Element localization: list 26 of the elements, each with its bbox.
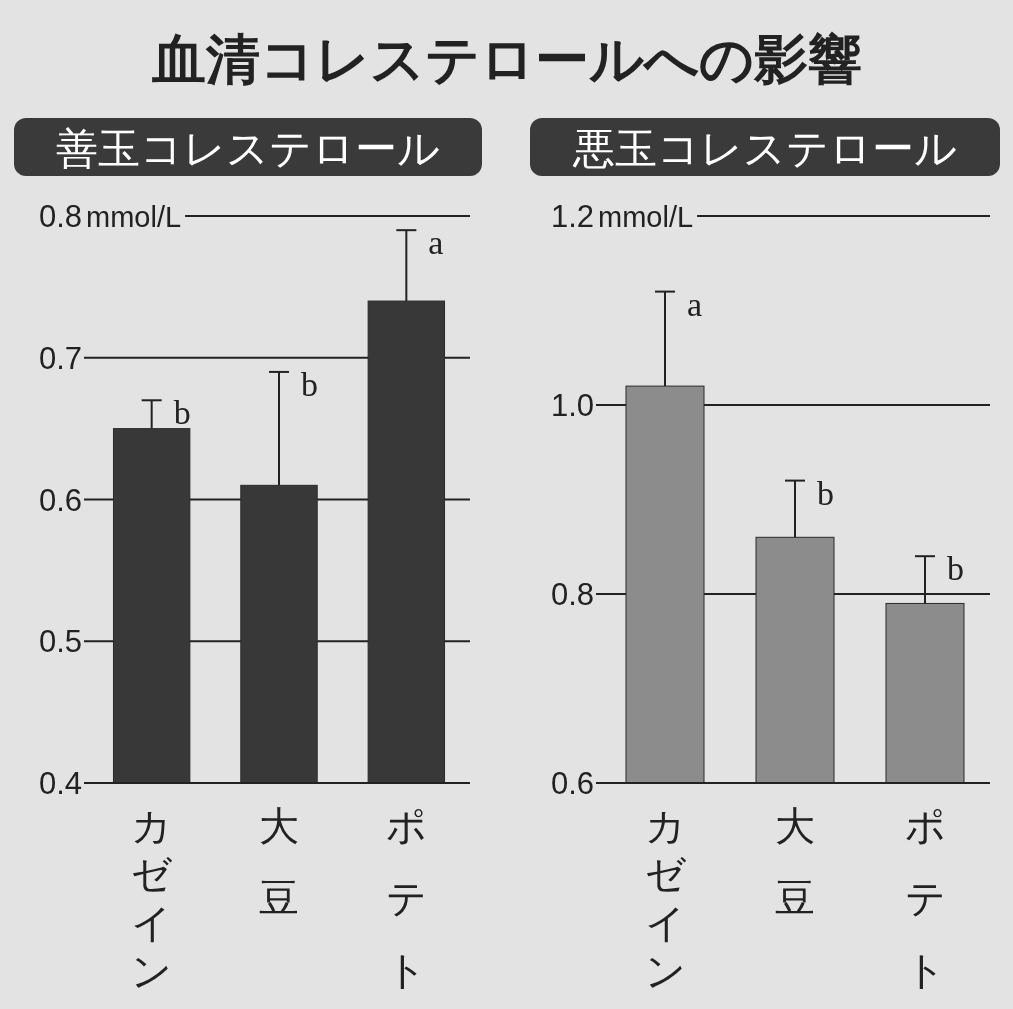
y-axis-title: mmol/L (598, 201, 694, 233)
x-tick-label: ポテト (904, 804, 946, 992)
y-tick-label: 1.2 (550, 199, 594, 234)
y-tick-label: 1.0 (550, 388, 594, 423)
y-tick-label: 0.7 (38, 340, 82, 376)
annotation: b (301, 365, 318, 403)
y-tick-label: 0.8 (38, 199, 82, 234)
x-tick-label: カゼイン (644, 804, 687, 993)
chart-title: 血清コレステロールへの影響 (150, 29, 862, 89)
y-tick-label: 0.6 (38, 482, 82, 518)
annotation: a (687, 285, 703, 323)
x-tick-label: 大豆 (775, 804, 815, 920)
annotation: b (173, 394, 191, 432)
x-tick-label: 大豆 (259, 804, 299, 920)
y-tick-label: 0.4 (38, 766, 82, 801)
annotation: a (428, 224, 444, 262)
annotation: b (817, 474, 834, 512)
chart-subtitle: 善玉コレステロール (56, 125, 440, 172)
y-axis-title: mmol/L (86, 201, 182, 233)
y-tick-label: 0.6 (550, 766, 594, 801)
y-tick-label: 0.5 (38, 624, 82, 660)
x-tick-label: ポテト (385, 804, 427, 992)
chart-subtitle: 悪玉コレステロール (572, 125, 957, 172)
annotation: b (947, 550, 964, 588)
y-tick-label: 0.8 (550, 577, 594, 612)
x-tick-label: カゼイン (131, 804, 174, 993)
